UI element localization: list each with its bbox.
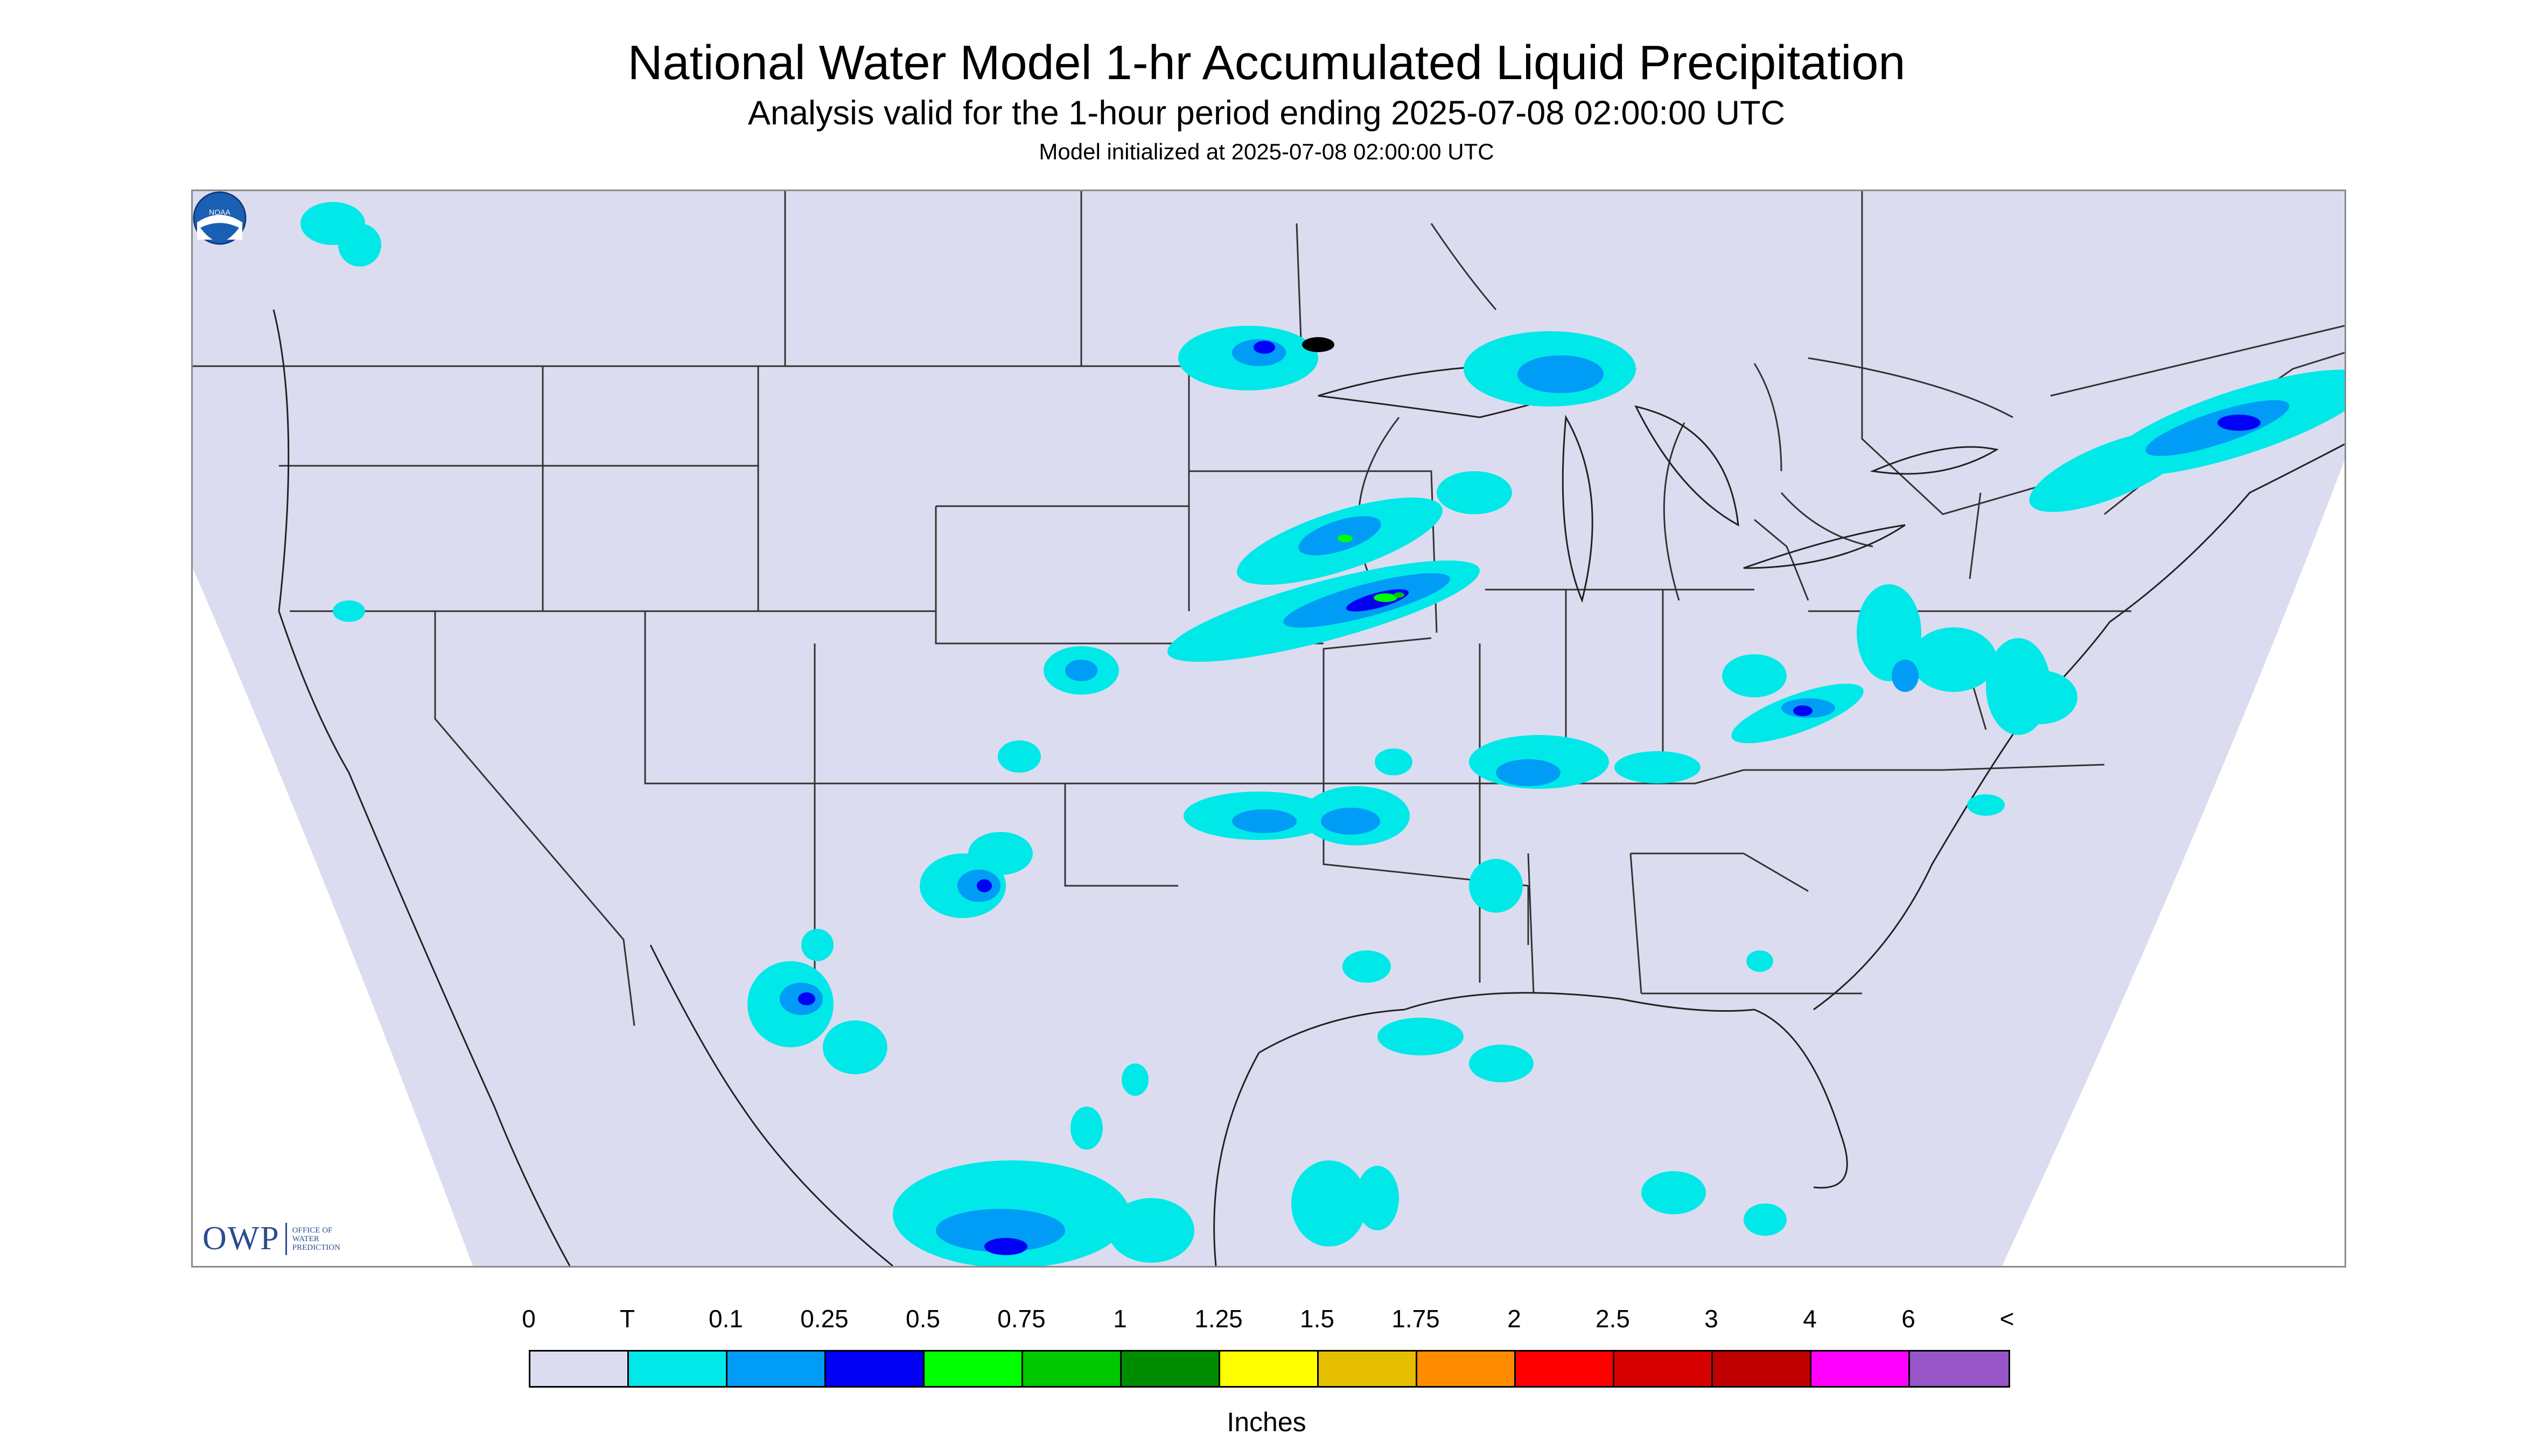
noaa-logo-icon: NOAA bbox=[193, 191, 247, 245]
domain-edge-west bbox=[193, 568, 473, 1266]
map-title: National Water Model 1-hr Accumulated Li… bbox=[627, 36, 1906, 90]
legend-color-bar bbox=[529, 1350, 2010, 1388]
legend-swatch bbox=[629, 1352, 727, 1386]
legend-label: 0.1 bbox=[709, 1305, 743, 1333]
model-init-line: Model initialized at 2025-07-08 02:00:00… bbox=[1039, 139, 1494, 164]
legend-swatch bbox=[925, 1352, 1023, 1386]
legend-label: 6 bbox=[1901, 1305, 1915, 1333]
legend-swatch bbox=[1713, 1352, 1811, 1386]
owp-logo-divider bbox=[285, 1222, 287, 1255]
legend-swatch bbox=[1220, 1352, 1319, 1386]
legend-swatch bbox=[1319, 1352, 1417, 1386]
noaa-logo-text: NOAA bbox=[209, 208, 230, 216]
legend-label: 3 bbox=[1704, 1305, 1718, 1333]
legend-label: 2.5 bbox=[1596, 1305, 1630, 1333]
legend-units: Inches bbox=[1227, 1407, 1306, 1437]
owp-mark: OWP bbox=[202, 1220, 280, 1257]
legend-label: 0.5 bbox=[906, 1305, 940, 1333]
domain-edge-east bbox=[2002, 460, 2345, 1266]
legend-label: 0.75 bbox=[997, 1305, 1046, 1333]
legend-swatch bbox=[1023, 1352, 1122, 1386]
precipitation-areas bbox=[300, 202, 2345, 1266]
map-canvas bbox=[193, 191, 2345, 1266]
legend-swatch bbox=[1516, 1352, 1614, 1386]
legend-swatch bbox=[1417, 1352, 1516, 1386]
precipitation-map: OWP OFFICE OF WATER PREDICTION NOAA bbox=[191, 190, 2346, 1268]
legend-label: < bbox=[1999, 1305, 2014, 1333]
owp-logo-text: OFFICE OF WATER PREDICTION bbox=[292, 1226, 357, 1252]
legend-label: 0 bbox=[522, 1305, 536, 1333]
legend-swatch bbox=[1614, 1352, 1713, 1386]
map-subtitle: Analysis valid for the 1-hour period end… bbox=[747, 94, 1786, 132]
owp-text-line: OFFICE OF bbox=[292, 1226, 333, 1235]
owp-text-line: PREDICTION bbox=[292, 1243, 340, 1252]
legend-label: 1.75 bbox=[1391, 1305, 1440, 1333]
legend-label: T bbox=[619, 1305, 635, 1333]
legend-label: 2 bbox=[1507, 1305, 1521, 1333]
legend-label: 1 bbox=[1113, 1305, 1127, 1333]
owp-logo: OWP OFFICE OF WATER PREDICTION bbox=[202, 1220, 357, 1258]
legend-labels: 0 T 0.1 0.25 0.5 0.75 1 1.25 1.5 1.75 2 2.5 3 4 6 < bbox=[0, 1304, 2533, 1336]
legend-swatch bbox=[727, 1352, 826, 1386]
coastlines bbox=[272, 309, 2345, 1266]
legend-swatch bbox=[1910, 1352, 2009, 1386]
legend-label: 1.25 bbox=[1194, 1305, 1243, 1333]
legend-swatch bbox=[826, 1352, 925, 1386]
legend-label: 0.25 bbox=[800, 1305, 849, 1333]
legend-label: 4 bbox=[1803, 1305, 1817, 1333]
legend-swatch bbox=[530, 1352, 629, 1386]
legend-label: 1.5 bbox=[1300, 1305, 1334, 1333]
legend-swatch bbox=[1122, 1352, 1220, 1386]
isle-royale bbox=[1302, 337, 1334, 352]
legend-swatch bbox=[1811, 1352, 1910, 1386]
owp-text-line: WATER bbox=[292, 1234, 319, 1243]
